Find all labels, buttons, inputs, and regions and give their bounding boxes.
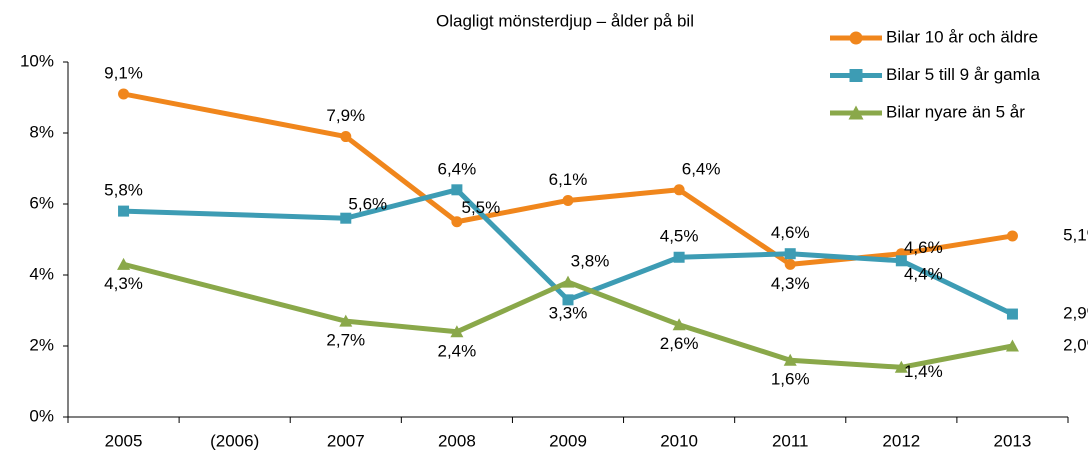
data-label: 4,6%	[771, 223, 810, 242]
series-line	[122, 261, 1013, 370]
data-label: 2,0%	[1063, 335, 1088, 354]
point	[561, 275, 575, 288]
series-line	[123, 187, 1014, 317]
point	[451, 184, 463, 196]
point	[118, 205, 130, 217]
x-tick-label: 2005	[105, 431, 143, 450]
legend-label: Bilar nyare än 5 år	[886, 102, 1025, 121]
x-tick-label: 2010	[660, 431, 698, 450]
series-line	[123, 91, 1013, 267]
x-tick-label: (2006)	[210, 431, 259, 450]
data-label: 4,5%	[660, 227, 699, 246]
data-label: 5,8%	[104, 181, 143, 200]
data-label: 2,7%	[326, 331, 365, 350]
data-label: 7,9%	[326, 106, 365, 125]
x-tick-label: 2011	[772, 431, 809, 450]
data-label: 9,1%	[104, 63, 143, 82]
point	[118, 88, 130, 100]
data-label: 3,3%	[549, 303, 588, 322]
data-label: 6,4%	[682, 159, 721, 178]
data-label: 4,3%	[104, 274, 143, 293]
point	[672, 318, 686, 331]
x-tick-label: 2013	[994, 431, 1032, 450]
data-label: 2,4%	[438, 341, 477, 360]
x-tick-label: 2012	[882, 431, 920, 450]
x-tick-label: 2008	[438, 431, 476, 450]
point	[340, 131, 352, 143]
data-label: 2,6%	[660, 334, 699, 353]
point	[673, 251, 685, 263]
y-tick-label: 10%	[20, 51, 54, 70]
y-tick-label: 2%	[29, 335, 54, 354]
point	[1006, 230, 1018, 242]
data-label: 2,9%	[1063, 304, 1088, 323]
point	[848, 105, 864, 120]
point	[849, 31, 863, 45]
point	[450, 325, 464, 338]
data-label: 4,4%	[904, 264, 943, 283]
chart-title: Olagligt mönsterdjup – ålder på bil	[436, 11, 694, 30]
data-label: 4,3%	[771, 274, 810, 293]
point	[340, 212, 352, 224]
data-label: 5,5%	[462, 198, 501, 217]
legend-label: Bilar 5 till 9 år gamla	[886, 65, 1041, 84]
data-label: 6,1%	[549, 170, 588, 189]
point	[895, 255, 907, 267]
point	[451, 216, 463, 228]
point	[894, 360, 908, 373]
data-label: 5,6%	[348, 195, 387, 214]
data-label: 3,8%	[571, 252, 610, 271]
point	[339, 314, 353, 327]
x-tick-label: 2007	[327, 431, 365, 450]
data-label: 5,1%	[1063, 225, 1088, 244]
point	[784, 258, 796, 270]
point	[849, 69, 863, 82]
point	[117, 257, 131, 270]
point	[673, 184, 685, 196]
y-tick-label: 0%	[29, 406, 54, 425]
y-tick-label: 4%	[29, 264, 54, 283]
y-tick-label: 8%	[29, 122, 54, 141]
point	[783, 353, 797, 366]
point	[1006, 308, 1018, 320]
point	[784, 248, 796, 260]
data-label: 6,4%	[438, 159, 477, 178]
x-tick-label: 2009	[549, 431, 587, 450]
data-label: 1,4%	[904, 362, 943, 381]
point	[562, 294, 574, 306]
point	[562, 194, 574, 206]
data-label: 4,6%	[904, 238, 943, 257]
legend-label: Bilar 10 år och äldre	[886, 27, 1038, 46]
data-label: 1,6%	[771, 370, 810, 389]
point	[1005, 339, 1019, 352]
y-tick-label: 6%	[29, 193, 54, 212]
